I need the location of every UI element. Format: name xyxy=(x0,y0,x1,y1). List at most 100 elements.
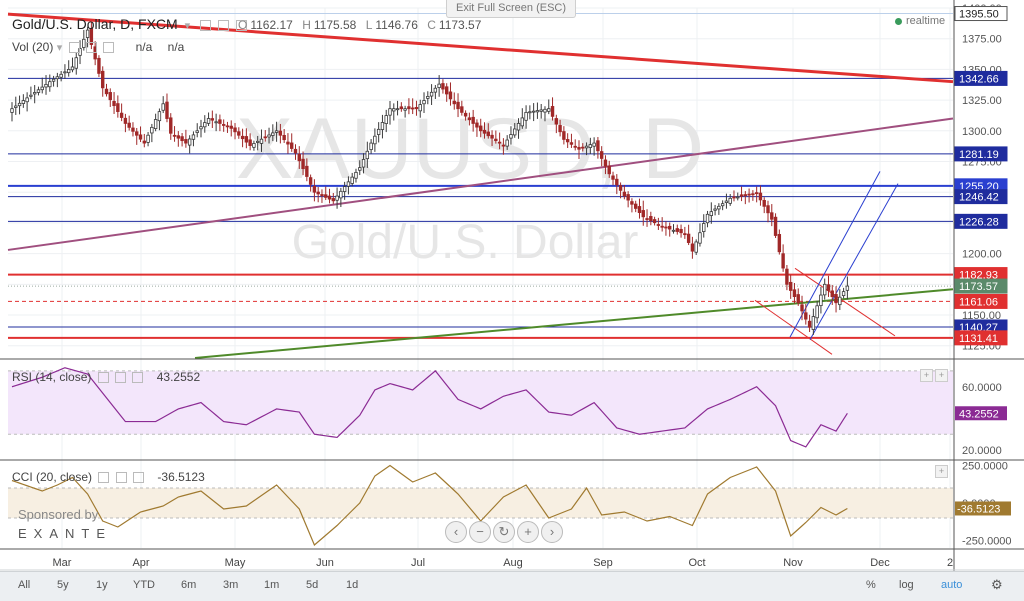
level-label-box xyxy=(954,213,1008,229)
cci-line xyxy=(11,464,848,546)
reset-icon[interactable]: ↻ xyxy=(493,521,515,543)
zoom-in-icon[interactable]: + xyxy=(517,521,539,543)
candle-body xyxy=(135,131,139,136)
level-label-box xyxy=(954,189,1008,205)
candle-body xyxy=(36,89,41,93)
candle-body xyxy=(335,195,339,201)
candle-body xyxy=(471,116,475,124)
level-label-1342.66: 1342.66 xyxy=(959,73,999,85)
candle-body xyxy=(21,100,26,104)
visibility-icon[interactable] xyxy=(68,42,80,54)
range-5y-button[interactable]: 5y xyxy=(57,579,69,591)
cci-band xyxy=(8,488,953,518)
channel-blue-upper[interactable] xyxy=(789,171,881,338)
gear-icon[interactable]: ⚙ xyxy=(991,577,1003,592)
settings-icon[interactable] xyxy=(115,472,127,484)
level-label-box xyxy=(954,146,1008,162)
close-icon[interactable] xyxy=(132,372,144,384)
close-icon[interactable] xyxy=(235,19,247,31)
trendline-resistance[interactable] xyxy=(7,12,954,84)
channel-red-lower[interactable] xyxy=(754,299,833,355)
candle-body xyxy=(720,203,725,207)
candle-body xyxy=(490,134,494,139)
candle-body xyxy=(210,118,215,121)
candle-body xyxy=(316,191,320,195)
dropdown-icon[interactable]: ▾ xyxy=(184,20,191,32)
range-1m-button[interactable]: 1m xyxy=(264,579,280,591)
candle-body xyxy=(433,87,438,93)
ohlc-readout: O 1162.17 H 1175.58 L 1146.76 C 1173.57 xyxy=(232,18,481,32)
channel-blue-lower[interactable] xyxy=(809,183,899,340)
settings-icon[interactable] xyxy=(217,19,229,31)
scroll-left-icon[interactable]: ‹ xyxy=(445,521,467,543)
range-1d-button[interactable]: 1d xyxy=(346,579,359,591)
channel-red-upper[interactable] xyxy=(794,267,896,337)
candle-body xyxy=(414,107,419,110)
percent-scale-button[interactable]: % xyxy=(866,579,876,591)
visibility-icon[interactable] xyxy=(97,372,109,384)
auto-scale-button[interactable]: auto xyxy=(941,579,963,591)
candle-body xyxy=(191,134,196,140)
candle-body xyxy=(138,134,143,140)
candle-body xyxy=(550,106,555,117)
candle-body xyxy=(845,285,850,291)
candle-body xyxy=(55,76,60,80)
candle-body xyxy=(838,296,842,306)
candle-body xyxy=(770,212,774,220)
candle-body xyxy=(89,27,94,45)
range-toolbar: All 5y 1y YTD 6m 3m 1m 5d 1d % log auto … xyxy=(0,571,1024,601)
candle-body xyxy=(754,192,759,195)
candle-body xyxy=(221,124,226,126)
pane-maximize-icon[interactable]: + xyxy=(935,465,948,478)
log-scale-button[interactable]: log xyxy=(899,579,914,591)
candle-body xyxy=(225,125,230,128)
rsi-value: 43.2552 xyxy=(156,370,201,384)
candle-body xyxy=(119,112,124,118)
settings-icon[interactable] xyxy=(85,42,97,54)
candle-body xyxy=(558,125,562,133)
candle-body xyxy=(252,143,256,148)
price-tick-label: 1375.00 xyxy=(962,34,1002,46)
range-ytd-button[interactable]: YTD xyxy=(133,579,155,591)
candle-body xyxy=(679,228,683,234)
candle-body xyxy=(365,150,370,160)
candle-body xyxy=(475,122,479,128)
settings-icon[interactable] xyxy=(115,372,127,384)
time-tick-label: Sep xyxy=(593,557,613,569)
zoom-out-icon[interactable]: − xyxy=(469,521,491,543)
candle-body xyxy=(127,122,131,128)
visibility-icon[interactable] xyxy=(200,19,212,31)
candle-body xyxy=(112,100,116,107)
exit-fullscreen-button[interactable]: Exit Full Screen (ESC) xyxy=(446,0,576,18)
sponsor-brand[interactable]: EXANTE xyxy=(18,526,113,541)
candle-body xyxy=(399,106,404,110)
dropdown-icon[interactable]: ▾ xyxy=(56,42,63,54)
scroll-right-icon[interactable]: › xyxy=(541,521,563,543)
range-6m-button[interactable]: 6m xyxy=(181,579,197,591)
visibility-icon[interactable] xyxy=(98,472,110,484)
range-all-button[interactable]: All xyxy=(18,579,31,591)
candle-body xyxy=(804,312,808,320)
trendline-green[interactable] xyxy=(194,288,954,359)
pane-collapse-icon[interactable]: + xyxy=(935,369,948,382)
volume-ma-value: n/a xyxy=(167,40,185,54)
candle-body xyxy=(781,253,785,269)
pane-maximize-icon[interactable]: + xyxy=(920,369,933,382)
candle-body xyxy=(67,69,71,74)
close-icon[interactable] xyxy=(133,472,145,484)
candle-body xyxy=(743,194,748,197)
close-icon[interactable] xyxy=(103,42,115,54)
candle-body xyxy=(259,138,264,144)
candle-body xyxy=(153,119,158,130)
candle-body xyxy=(607,165,611,175)
candle-body xyxy=(339,190,343,199)
level-label-box xyxy=(954,6,1008,22)
range-1y-button[interactable]: 1y xyxy=(96,579,108,591)
trendline-purple[interactable] xyxy=(7,117,954,251)
range-5d-button[interactable]: 5d xyxy=(306,579,319,591)
candle-body xyxy=(297,153,301,162)
range-3m-button[interactable]: 3m xyxy=(223,579,239,591)
time-tick-label: May xyxy=(225,557,246,569)
candle-body xyxy=(237,131,241,136)
